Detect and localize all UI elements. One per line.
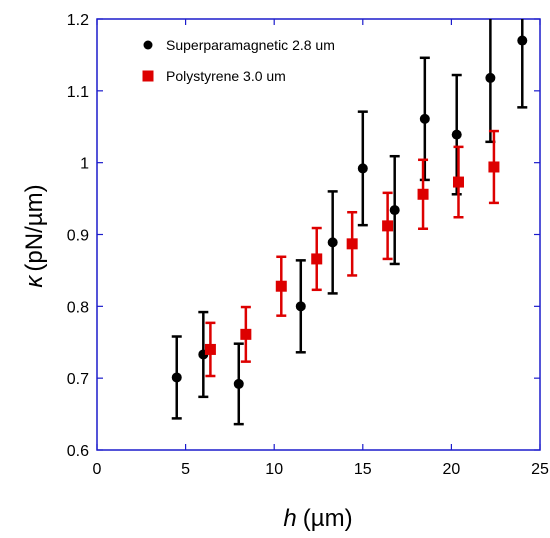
data-point (488, 161, 500, 173)
x-axis-unit: (µm) (303, 505, 353, 532)
y-tick-label: 0.8 (67, 299, 89, 316)
legend: Superparamagnetic 2.8 um Polystyrene 3.0… (142, 37, 335, 84)
x-axis-title: h (µm) (283, 505, 352, 532)
x-tick-label: 25 (531, 461, 549, 478)
legend-label-superparamagnetic: Superparamagnetic 2.8 um (166, 37, 335, 53)
data-point (419, 113, 430, 124)
x-tick-label: 10 (265, 461, 283, 478)
series-superparamagnetic (171, 19, 528, 426)
data-point (275, 280, 287, 292)
legend-marker-polystyrene (142, 70, 154, 82)
data-point (311, 253, 323, 265)
x-tick-label: 5 (181, 461, 190, 478)
y-tick-label: 1 (80, 156, 89, 173)
data-point (517, 35, 528, 46)
data-point (389, 205, 400, 216)
y-tick-label: 0.9 (67, 228, 89, 245)
data-point (451, 129, 462, 140)
data-point (346, 238, 358, 250)
data-point (452, 176, 464, 188)
y-tick-label: 0.7 (67, 371, 89, 388)
data-point (382, 220, 394, 232)
series-polystyrene (204, 129, 500, 378)
x-tick-label: 20 (443, 461, 461, 478)
x-tick-label: 0 (93, 461, 102, 478)
data-point (357, 163, 368, 174)
x-axis-variable: h (283, 505, 296, 532)
data-point (485, 72, 496, 83)
data-point (171, 372, 182, 383)
data-point (240, 328, 252, 340)
data-point (204, 343, 216, 355)
x-tick-label: 15 (354, 461, 372, 478)
y-axis-variable: κ (21, 274, 48, 288)
plot-frame (96, 18, 541, 451)
legend-label-polystyrene: Polystyrene 3.0 um (166, 68, 286, 84)
y-axis-title: κ (pN/µm) (21, 184, 48, 287)
data-point (417, 188, 429, 200)
y-tick-label: 1.2 (67, 12, 89, 29)
y-axis-unit: (pN/µm) (21, 184, 48, 271)
y-tick-label: 1.1 (67, 84, 89, 101)
data-marks (171, 19, 528, 426)
data-point (233, 378, 244, 389)
axis-ticks: 0 5 10 15 20 25 0.6 0.7 0.8 0.9 1 1.1 1.2 (67, 12, 549, 478)
legend-marker-superparamagnetic (143, 40, 153, 50)
data-point (327, 237, 338, 248)
data-point (295, 301, 306, 312)
y-tick-label: 0.6 (67, 443, 89, 460)
